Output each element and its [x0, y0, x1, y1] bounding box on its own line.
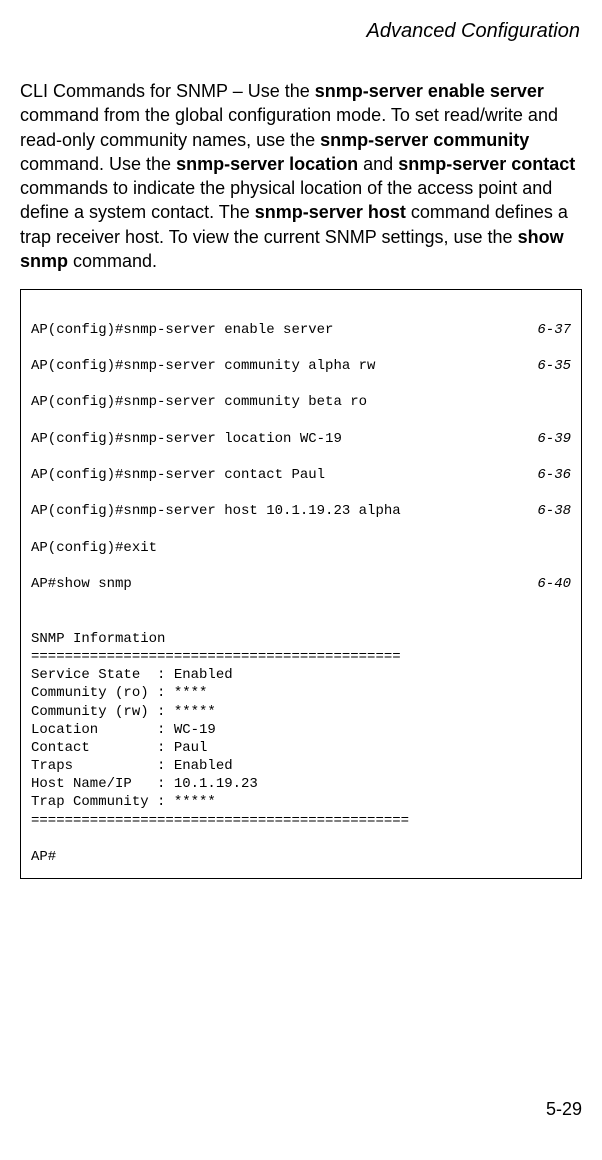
cli-ref: 6-40	[529, 575, 571, 593]
cli-ref: 6-38	[529, 502, 571, 520]
cli-output-box: AP(config)#snmp-server enable server 6-37…	[20, 289, 582, 879]
bold-term: snmp-server host	[255, 202, 406, 222]
text-segment: CLI Commands for SNMP – Use the	[20, 81, 315, 101]
cli-ref	[563, 539, 571, 557]
bold-term: snmp-server enable server	[315, 81, 544, 101]
page-number: 5-29	[20, 1099, 582, 1120]
cli-cmd: AP(config)#snmp-server host 10.1.19.23 a…	[31, 502, 401, 520]
cli-cmd: AP#show snmp	[31, 575, 132, 593]
cli-line: AP(config)#exit	[31, 539, 571, 557]
cli-line: AP(config)#snmp-server community beta ro	[31, 393, 571, 411]
cli-line: AP(config)#snmp-server enable server 6-37	[31, 321, 571, 339]
page-header: Advanced Configuration	[20, 20, 580, 43]
cli-cmd: AP(config)#snmp-server contact Paul	[31, 466, 325, 484]
cli-cmd: AP(config)#exit	[31, 539, 157, 557]
body-paragraph: CLI Commands for SNMP – Use the snmp-ser…	[20, 79, 582, 273]
cli-line: AP(config)#snmp-server location WC-19 6-3…	[31, 430, 571, 448]
cli-line: AP(config)#snmp-server host 10.1.19.23 a…	[31, 502, 571, 520]
cli-ref: 6-35	[529, 357, 571, 375]
bold-term: snmp-server community	[320, 130, 529, 150]
cli-cmd: AP(config)#snmp-server enable server	[31, 321, 333, 339]
cli-line: AP(config)#snmp-server community alpha r…	[31, 357, 571, 375]
cli-line: AP#show snmp 6-40	[31, 575, 571, 593]
cli-ref	[563, 393, 571, 411]
cli-ref: 6-39	[529, 430, 571, 448]
bold-term: snmp-server location	[176, 154, 358, 174]
bold-term: snmp-server contact	[398, 154, 575, 174]
cli-ref: 6-37	[529, 321, 571, 339]
cli-output: SNMP Information =======================…	[31, 631, 409, 865]
cli-ref: 6-36	[529, 466, 571, 484]
text-segment: and	[358, 154, 398, 174]
cli-cmd: AP(config)#snmp-server community beta ro	[31, 393, 367, 411]
text-segment: command.	[68, 251, 157, 271]
cli-cmd: AP(config)#snmp-server community alpha r…	[31, 357, 375, 375]
cli-cmd: AP(config)#snmp-server location WC-19	[31, 430, 342, 448]
cli-line: AP(config)#snmp-server contact Paul 6-36	[31, 466, 571, 484]
text-segment: command. Use the	[20, 154, 176, 174]
